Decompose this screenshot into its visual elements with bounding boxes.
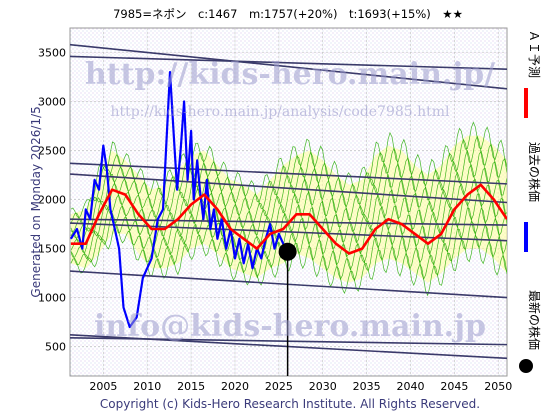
legend-latest-swatch <box>519 359 533 373</box>
x-tick-label: 2050 <box>484 380 512 393</box>
chart-title: 7985=ネポン c:1467 m:1757(+20%) t:1693(+15%… <box>113 7 463 21</box>
ai-forecast-line <box>70 183 507 255</box>
watermark-analysis-url: http://kids-hero.main.jp/analysis/code79… <box>110 104 450 120</box>
x-tick-label: 2030 <box>309 380 337 393</box>
forecast-band <box>70 121 507 297</box>
y-tick-label: 2500 <box>38 145 66 158</box>
trend-line <box>70 336 507 346</box>
x-tick-label: 2035 <box>353 380 381 393</box>
y-tick-label: 1000 <box>38 292 66 305</box>
x-tick-label: 2020 <box>221 380 249 393</box>
trend-lines <box>70 43 507 360</box>
x-tick-label: 2015 <box>177 380 205 393</box>
y-axis-ticks: 500 1000 1500 2000 2500 3000 3500 <box>38 47 66 354</box>
generated-date: Generated on Monday 2026/1/5. <box>29 102 43 297</box>
y-tick-label: 500 <box>45 341 66 354</box>
trend-line <box>70 55 507 70</box>
trend-line <box>70 43 507 90</box>
watermark-url: http://kids-hero.main.jp/ <box>85 57 495 92</box>
legend-past-label: 過去の株価 <box>527 142 542 202</box>
y-tick-label: 2000 <box>38 194 66 207</box>
legend: ＡＩ予測 過去の株価 最新の株価 <box>519 30 542 373</box>
latest-price-marker <box>278 242 297 376</box>
x-tick-label: 2040 <box>396 380 424 393</box>
latest-price-dot <box>278 242 297 261</box>
y-tick-label: 1500 <box>38 243 66 256</box>
past-price-line <box>70 71 289 329</box>
band-strand <box>70 149 507 233</box>
y-tick-label: 3500 <box>38 47 66 60</box>
legend-ai-label: ＡＩ予測 <box>527 30 541 78</box>
band-strand <box>70 121 507 219</box>
x-tick-label: 2005 <box>89 380 117 393</box>
copyright: Copyright (c) Kids-Hero Research Institu… <box>100 397 480 411</box>
legend-latest-label: 最新の株価 <box>527 290 542 350</box>
band-strand <box>70 178 507 246</box>
watermark-email: info@kids-hero.main.jp <box>94 309 486 344</box>
y-tick-label: 3000 <box>38 96 66 109</box>
band-strand <box>70 164 507 239</box>
band-fill <box>70 135 507 283</box>
x-axis-ticks: 2005 2010 2015 2020 2025 2030 2035 2040 2045 2050 <box>89 380 512 393</box>
x-tick-label: 2025 <box>265 380 293 393</box>
x-tick-label: 2045 <box>440 380 468 393</box>
trend-line <box>70 162 507 185</box>
series-lines <box>70 71 507 329</box>
band-strand <box>70 135 507 225</box>
x-tick-label: 2010 <box>133 380 161 393</box>
trend-line <box>70 173 507 204</box>
